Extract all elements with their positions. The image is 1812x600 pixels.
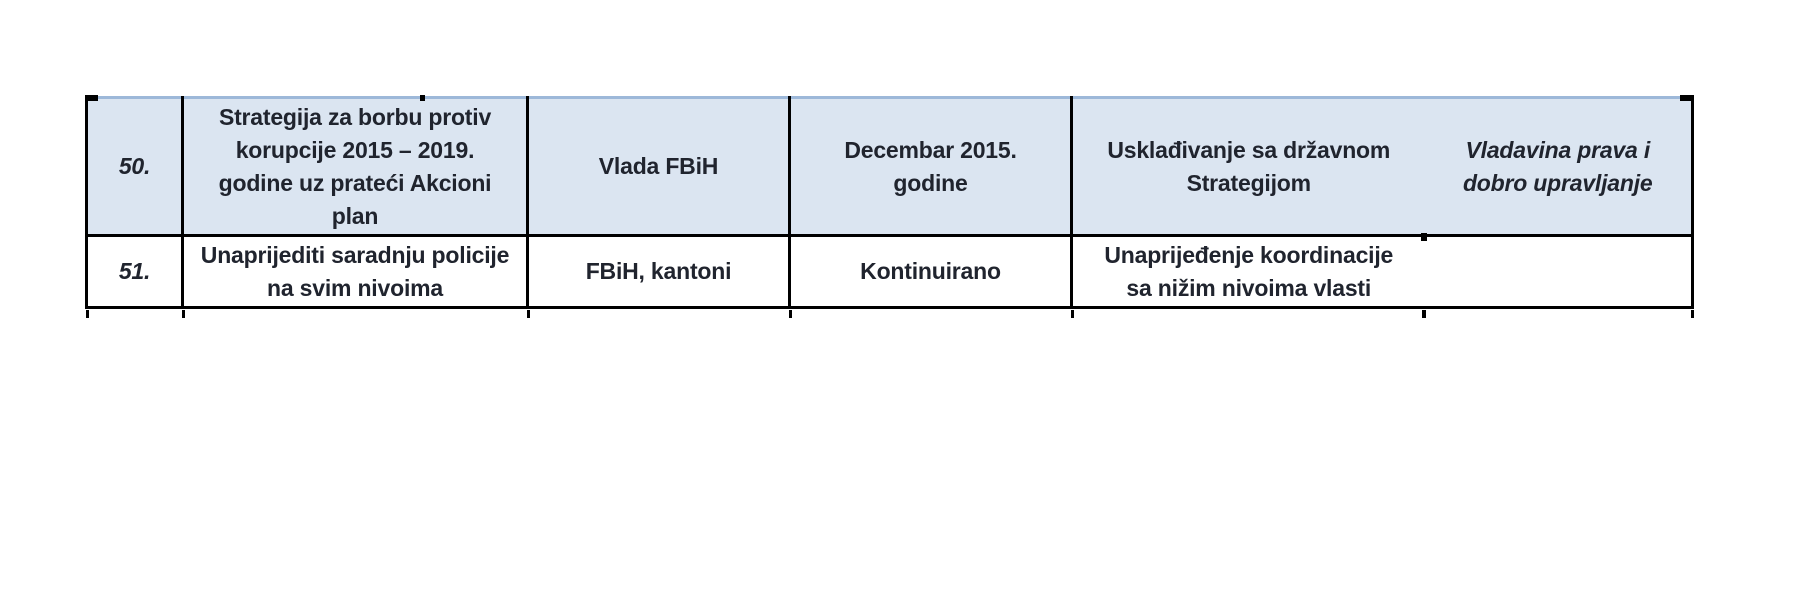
border-stub <box>789 310 792 318</box>
measure-cell: Strategija za borbu protiv korupcije 201… <box>181 96 529 237</box>
border-stub <box>1422 310 1426 318</box>
result-cell: Unaprijeđenje koordinacije sa nižim nivo… <box>1070 234 1425 309</box>
border-stub <box>1071 310 1074 318</box>
border-stub <box>527 310 530 318</box>
result-cell: Usklađivanje sa državnom Strategijom <box>1070 96 1425 237</box>
row-number-cell: 50. <box>85 96 184 237</box>
border-stub <box>86 310 89 318</box>
border-stub <box>182 310 185 318</box>
border-stub <box>1691 310 1694 318</box>
border-stub <box>420 95 425 101</box>
border-stub <box>1421 233 1427 241</box>
institution-cell: Vlada FBiH <box>526 96 791 237</box>
border-stub <box>1680 95 1694 101</box>
action-plan-table: 50. Strategija za borbu protiv korupcije… <box>85 96 1694 309</box>
deadline-cell: Decembar 2015. godine <box>788 96 1073 237</box>
border-stub <box>85 95 98 101</box>
pillar-cell: Vladavina prava i dobro upravljanje <box>1424 96 1694 237</box>
institution-cell: FBiH, kantoni <box>526 234 791 309</box>
measure-cell: Unaprijediti saradnju policije na svim n… <box>181 234 529 309</box>
table-row: 51. Unaprijediti saradnju policije na sv… <box>85 234 1694 309</box>
deadline-cell: Kontinuirano <box>788 234 1073 309</box>
row-number-cell: 51. <box>85 234 184 309</box>
table-row: 50. Strategija za borbu protiv korupcije… <box>85 96 1694 237</box>
pillar-cell <box>1424 234 1694 309</box>
